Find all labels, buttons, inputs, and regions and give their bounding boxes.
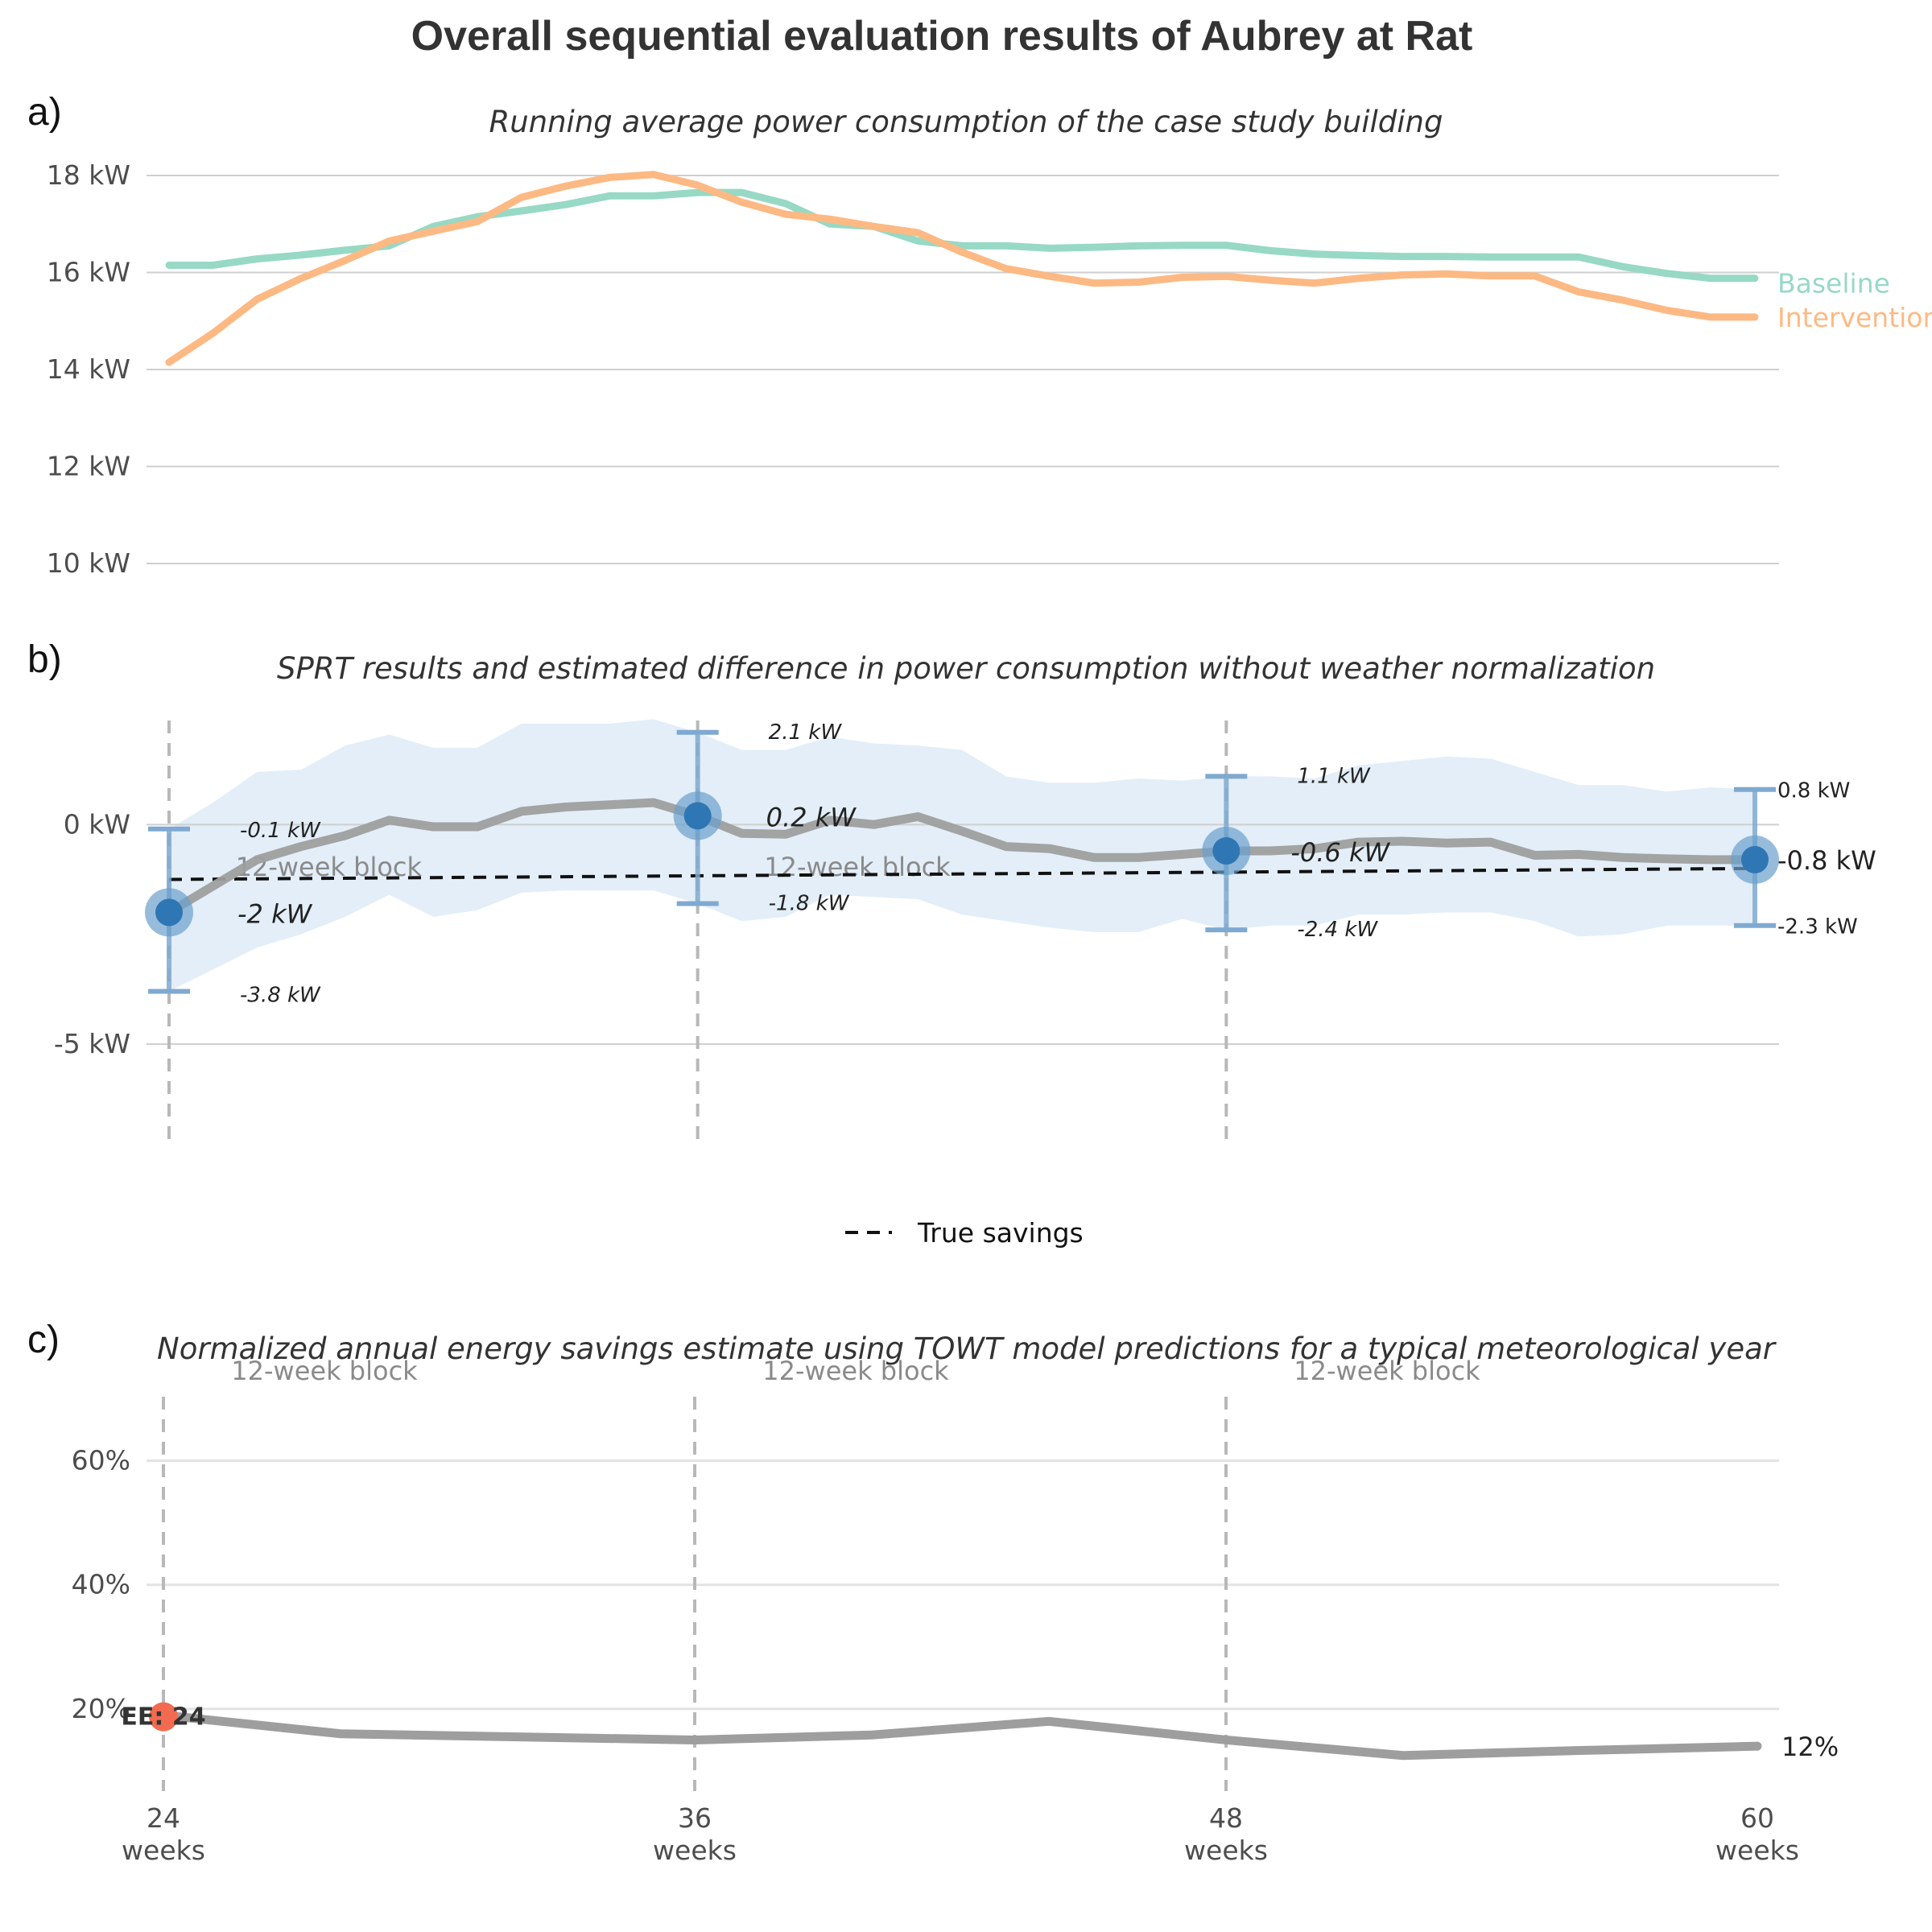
upper-label: 2.1 kW — [769, 720, 843, 745]
panel-a-series — [165, 171, 1759, 366]
estimate-line — [164, 798, 1760, 917]
x-tick-unit: weeks — [1184, 1835, 1268, 1866]
panel-b-checkpoint-labels: -0.1 kW -2 kW -3.8 kW 2.1 kW 0.2 kW -1.8 kW 1.… — [237, 720, 1876, 1008]
ee-point — [149, 1702, 178, 1732]
panel-c-y-ticks: 20% 40% 60% — [72, 1445, 130, 1724]
y-tick-label: 20% — [72, 1693, 130, 1724]
upper-label: -0.1 kW — [240, 819, 321, 843]
checkpoint-point — [683, 802, 712, 830]
series-line-intervention — [165, 171, 1759, 366]
panel-b: b) SPRT results and estimated difference… — [27, 638, 1876, 1249]
panel-b-y-ticks: -5 kW 0 kW — [54, 808, 130, 1059]
panel-c: c) Normalized annual energy savings esti… — [27, 1319, 1839, 1866]
lower-label: -1.8 kW — [769, 891, 850, 915]
panel-b-subtitle: SPRT results and estimated difference in… — [277, 651, 1655, 686]
x-tick-value: 60 — [1740, 1802, 1774, 1834]
lower-label: -2.4 kW — [1297, 918, 1378, 942]
y-tick-label: 14 kW — [47, 353, 130, 385]
series-line-baseline — [165, 188, 1759, 283]
estimate-label: 0.2 kW — [766, 802, 857, 832]
checkpoint-point — [1212, 837, 1241, 865]
y-tick-label: 60% — [72, 1445, 130, 1476]
lower-label: -3.8 kW — [240, 984, 321, 1008]
y-tick-label: 16 kW — [47, 257, 130, 288]
panel-b-true-savings — [168, 866, 1756, 881]
panel-b-confidence-band — [169, 719, 1755, 992]
panel-c-ee-marker: EE: 24 — [121, 1702, 206, 1732]
y-tick-label: 10 kW — [47, 547, 130, 579]
true-savings-line — [168, 866, 1756, 881]
series-label-intervention: Intervention — [1777, 302, 1932, 333]
panel-a: a) Running average power consumption of … — [27, 91, 1932, 579]
x-tick-value: 36 — [678, 1802, 712, 1834]
savings-line — [159, 1711, 1762, 1761]
x-tick-unit: weeks — [1715, 1835, 1799, 1866]
panel-a-tag: a) — [27, 91, 62, 134]
lower-label: -2.3 kW — [1777, 915, 1858, 939]
panel-c-series: 12% — [159, 1711, 1839, 1762]
estimate-label: -0.6 kW — [1290, 837, 1390, 868]
y-tick-label: -5 kW — [54, 1028, 130, 1059]
estimate-label: -0.8 kW — [1777, 845, 1876, 876]
panel-a-gridlines — [147, 175, 1779, 564]
legend: True savings — [845, 1217, 1084, 1249]
series-label-baseline: Baseline — [1777, 268, 1890, 299]
x-tick-value: 48 — [1209, 1802, 1243, 1834]
block-label: 12-week block — [762, 1356, 949, 1386]
panel-c-block-labels: 12-week block 12-week block 12-week block — [231, 1356, 1480, 1386]
panel-c-subtitle: Normalized annual energy savings estimat… — [157, 1331, 1777, 1366]
panel-b-tag: b) — [27, 638, 62, 681]
legend-label-true-savings: True savings — [917, 1217, 1084, 1249]
upper-label: 1.1 kW — [1297, 764, 1371, 788]
x-tick-unit: weeks — [122, 1835, 205, 1866]
panel-c-gridlines — [147, 1459, 1779, 1711]
y-tick-label: 12 kW — [47, 451, 130, 482]
y-tick-label: 18 kW — [47, 159, 130, 191]
checkpoint-point — [155, 898, 183, 927]
panel-a-subtitle: Running average power consumption of the… — [489, 105, 1443, 139]
x-tick-value: 24 — [147, 1802, 180, 1834]
block-label: 12-week block — [764, 852, 951, 882]
ci-band — [169, 719, 1755, 992]
estimate-label: -2 kW — [237, 898, 313, 929]
panel-b-estimate — [164, 798, 1760, 917]
y-tick-label: 0 kW — [64, 808, 130, 840]
upper-label: 0.8 kW — [1777, 779, 1850, 803]
panel-b-checkpoints — [145, 729, 1779, 994]
block-label: 12-week block — [231, 1356, 418, 1386]
panel-c-tag: c) — [27, 1319, 60, 1361]
end-label: 12% — [1781, 1732, 1839, 1762]
block-label: 12-week block — [1294, 1356, 1480, 1386]
x-tick-unit: weeks — [653, 1835, 737, 1866]
figure-title: Overall sequential evaluation results of… — [411, 13, 1473, 60]
panel-a-y-ticks: 10 kW 12 kW 14 kW 16 kW 18 kW — [47, 159, 130, 579]
y-tick-label: 40% — [72, 1569, 130, 1600]
ee-label: EE: 24 — [121, 1703, 205, 1732]
checkpoint-point — [1741, 845, 1769, 873]
